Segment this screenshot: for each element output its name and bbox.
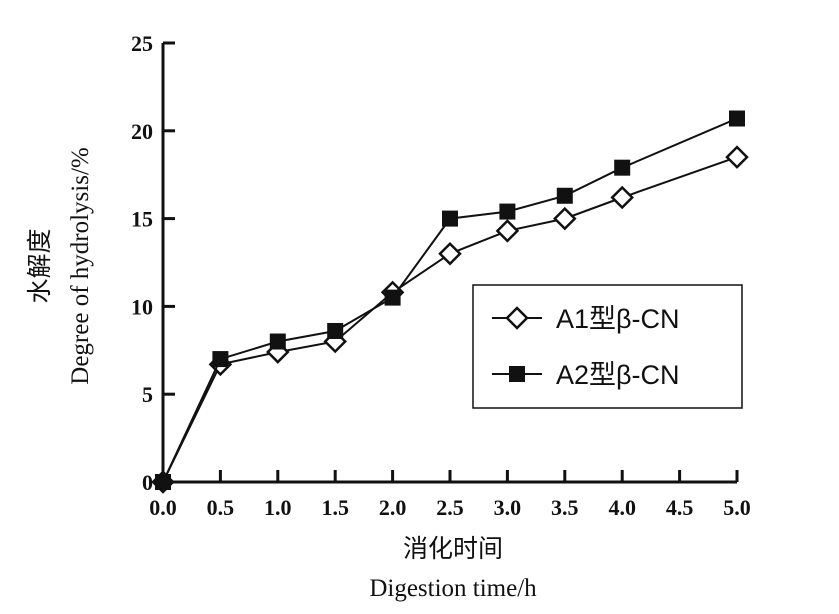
legend-item-a1: A1型β-CN	[492, 304, 680, 334]
y-tick-label: 25	[131, 31, 153, 56]
y-axis-title-zh: 水解度	[26, 228, 54, 303]
x-tick-label: 3.0	[494, 495, 522, 520]
x-tick-label: 0.0	[149, 495, 177, 520]
series-line	[162, 117, 738, 483]
series-2	[155, 110, 745, 490]
x-tick-label: 5.0	[723, 495, 751, 520]
data-point-diamond	[553, 206, 577, 231]
y-tick-label: 10	[131, 294, 153, 319]
x-tick-label: 0.5	[207, 495, 235, 520]
x-tick-label: 2.0	[379, 495, 407, 520]
series-line	[162, 156, 738, 483]
y-tick-label: 20	[131, 119, 153, 144]
data-point-diamond	[495, 219, 520, 243]
x-axis-title-en: Digestion time/h	[369, 575, 537, 602]
data-point-square	[384, 289, 401, 306]
legend-box	[472, 284, 743, 409]
x-tick-label: 3.5	[551, 495, 579, 520]
y-tick-label: 5	[142, 382, 153, 407]
data-point-square	[442, 210, 458, 227]
legend: A1型β-CN A2型β-CN	[472, 284, 743, 409]
y-axis-title-en: Degree of hydrolysis/%	[67, 147, 94, 384]
x-tick-label: 1.5	[321, 495, 349, 520]
legend-item-a2: A2型β-CN	[492, 360, 680, 390]
x-tick-label: 1.0	[264, 495, 292, 520]
data-point-square	[269, 333, 286, 350]
legend-label-a2: A2型β-CN	[556, 360, 680, 390]
data-point-square	[327, 322, 344, 339]
series-layer	[151, 110, 749, 494]
y-tick-label: 15	[131, 207, 153, 232]
data-point-square	[212, 351, 229, 368]
data-point-diamond	[610, 185, 634, 210]
data-point-square	[614, 159, 631, 176]
y-tick-label: 0	[142, 470, 153, 495]
open-diamond-icon	[505, 306, 529, 330]
filled-square-icon	[509, 366, 525, 382]
x-tick-label: 2.5	[436, 495, 464, 520]
x-tick-label: 4.5	[666, 495, 694, 520]
data-point-square	[729, 110, 745, 127]
legend-label-a1: A1型β-CN	[556, 304, 680, 334]
x-tick-label: 4.0	[608, 495, 636, 520]
data-point-square	[556, 187, 573, 204]
data-point-diamond	[438, 241, 462, 266]
data-point-square	[499, 203, 516, 220]
axes: 0 5 10 15 20 25 0.0 0.5 1.0 1.5 2.0 2.5 3.0 3.5 4.0 4.5…	[131, 31, 751, 520]
data-point-square	[155, 474, 171, 490]
data-point-diamond	[725, 145, 749, 169]
x-axis-title-zh: 消化时间	[403, 535, 503, 563]
